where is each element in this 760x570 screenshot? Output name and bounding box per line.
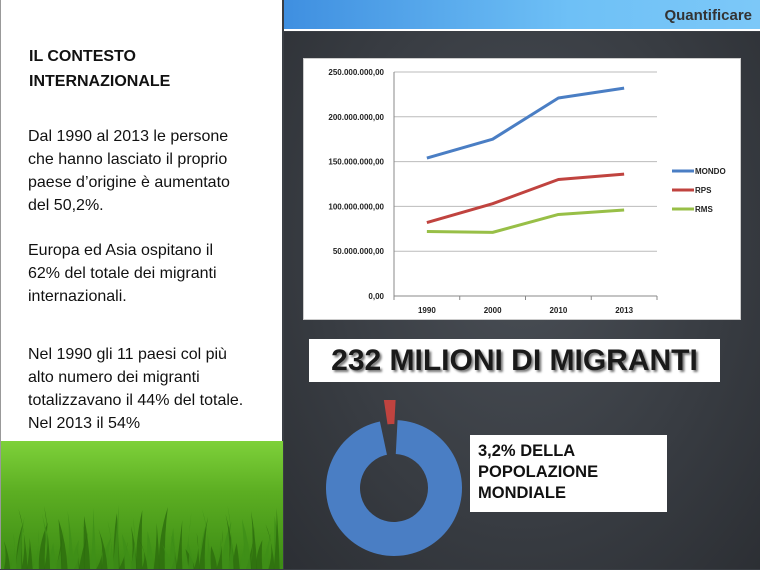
grass-blade: [72, 540, 79, 569]
grass-blade: [158, 507, 168, 569]
legend-label: MONDO: [695, 167, 726, 176]
donut-chart: [326, 400, 462, 556]
grass-blade: [112, 505, 119, 569]
series-line-rms: [426, 208, 625, 234]
donut-slice: [326, 420, 462, 556]
grass-blade: [273, 508, 280, 569]
grass-blade: [122, 534, 131, 569]
grass-blade: [118, 542, 128, 569]
grass-blade: [83, 516, 91, 569]
line-chart-svg: 0,00 50.000.000,00 100.000.000,00 150.000.0…: [328, 68, 726, 315]
grass-image: [1, 441, 283, 569]
donut-slice: [383, 400, 396, 425]
grass-blade: [210, 546, 218, 569]
x-tick-label: 2013: [615, 306, 633, 315]
legend-label: RMS: [695, 205, 713, 214]
series-line-rps: [426, 172, 625, 224]
grass-blade: [26, 538, 33, 569]
grass-blade: [216, 530, 223, 569]
grass-blade: [4, 541, 11, 569]
grass-blade: [227, 506, 234, 569]
grass-blade: [15, 517, 25, 569]
paragraph-1: Dal 1990 al 2013 le persone che hanno las…: [28, 128, 230, 214]
grass-blade: [202, 509, 211, 569]
grass-blade: [162, 544, 171, 569]
population-info-box: 3,2% DELLA POPOLAZIONE MONDIALE: [470, 435, 667, 512]
grass-blade: [18, 509, 28, 569]
grass-blade: [90, 508, 97, 569]
grass-blade: [10, 533, 17, 569]
migrants-banner: 232 MILIONI DI MIGRANTI: [309, 339, 720, 382]
grass-blades: [1, 505, 283, 569]
grass-blade: [153, 523, 160, 569]
y-tick-label: 50.000.000,00: [333, 247, 385, 256]
grass-blade: [182, 512, 192, 569]
grass-blade: [50, 543, 57, 569]
left-panel: IL CONTESTO INTERNAZIONALE Dal 1990 al 20…: [0, 0, 283, 569]
grass-blade: [147, 531, 154, 569]
grass-blade: [193, 533, 200, 569]
grass-blade: [67, 511, 74, 569]
grass-blade: [170, 528, 177, 569]
x-tick-label: 2010: [549, 306, 567, 315]
y-tick-label: 200.000.000,00: [328, 113, 384, 122]
line-chart: 0,00 50.000.000,00 100.000.000,00 150.000.0…: [303, 58, 741, 320]
grass-blade: [136, 510, 143, 569]
grass-blade: [176, 520, 183, 569]
header-title: Quantificare: [664, 7, 752, 24]
grass-blade: [98, 529, 108, 569]
grass-blade: [262, 532, 272, 569]
grass-blade: [96, 545, 103, 569]
series-line-mondo: [426, 86, 625, 160]
paragraph-2: Europa ed Asia ospitano il 62% del totale…: [28, 242, 217, 305]
legend-label: RPS: [695, 186, 712, 195]
grass-blade: [107, 521, 114, 569]
grass-blade: [265, 524, 275, 569]
grass-blade: [256, 540, 263, 569]
grass-blade: [1, 558, 4, 569]
y-tick-label: 150.000.000,00: [328, 158, 384, 167]
y-tick-label: 0,00: [368, 292, 384, 301]
x-tick-label: 1990: [418, 306, 436, 315]
grass-blade: [242, 519, 251, 569]
grass-blade: [55, 527, 65, 569]
grass-blade: [130, 518, 137, 569]
grass-blade: [251, 511, 258, 569]
y-tick-label: 250.000.000,00: [328, 68, 384, 77]
x-tick-label: 2000: [484, 306, 502, 315]
grass-blade: [138, 539, 148, 569]
grass-blade: [198, 517, 208, 569]
grass-blade: [44, 506, 51, 569]
grass-blade: [233, 543, 240, 569]
section-heading: IL CONTESTO INTERNAZIONALE: [29, 48, 171, 90]
y-tick-label: 100.000.000,00: [328, 202, 384, 211]
grass-blade: [279, 562, 283, 569]
grass-blade: [32, 530, 39, 569]
grass-blade: [187, 541, 194, 569]
paragraph-3: Nel 1990 gli 11 paesi col più alto numero…: [28, 346, 244, 432]
grass-blade: [58, 519, 68, 569]
header-bar: Quantificare: [284, 0, 760, 31]
